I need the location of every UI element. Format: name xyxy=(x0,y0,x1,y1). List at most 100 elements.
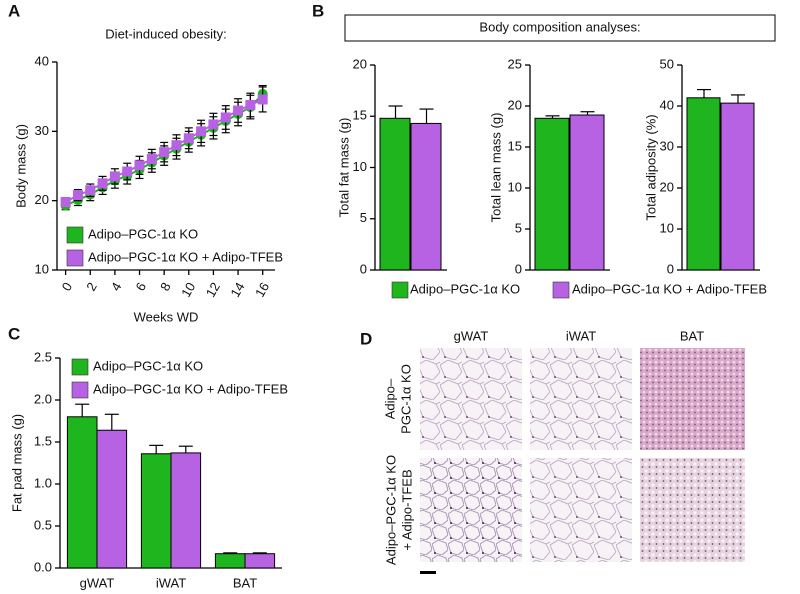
marker xyxy=(72,190,83,201)
marker xyxy=(233,105,244,116)
x-tick-label: 12 xyxy=(203,280,223,300)
marker xyxy=(97,178,108,189)
x-tick-label: iWAT xyxy=(156,575,186,590)
y-axis-label: Total fat mass (g) xyxy=(336,118,351,218)
y-tick-label: 1.5 xyxy=(34,433,52,448)
bar xyxy=(214,553,246,569)
bar xyxy=(244,553,276,569)
marker xyxy=(257,94,268,105)
bar xyxy=(410,122,442,271)
histology-image xyxy=(420,348,522,450)
y-axis-label: Total adiposity (%) xyxy=(643,114,658,220)
marker xyxy=(196,126,207,137)
y-axis-label: Fat pad mass (g) xyxy=(9,414,24,512)
y-tick-label: 50 xyxy=(660,56,674,71)
legend-label: Adipo–PGC-1α KO xyxy=(88,226,198,241)
y-tick-label: 10 xyxy=(508,179,522,194)
marker xyxy=(220,112,231,123)
scale-bar xyxy=(420,571,436,574)
column-label: gWAT xyxy=(454,328,489,343)
y-tick-label: 1.0 xyxy=(34,475,52,490)
legend-swatch xyxy=(66,226,84,244)
y-tick-label: 0.5 xyxy=(34,517,52,532)
panel-label: C xyxy=(8,324,20,343)
marker xyxy=(208,119,219,130)
y-tick-label: 0 xyxy=(360,261,367,276)
legend-label: Adipo–PGC-1α KO + Adipo-TFEB xyxy=(93,381,288,396)
x-tick-label: 6 xyxy=(132,280,149,294)
y-tick-label: 0 xyxy=(515,261,522,276)
histology-image xyxy=(640,348,745,450)
x-tick-label: 2 xyxy=(83,280,100,294)
panel-label: B xyxy=(312,1,324,20)
bar xyxy=(96,429,128,569)
y-tick-label: 10 xyxy=(660,220,674,235)
header-box xyxy=(344,14,776,42)
y-tick-label: 15 xyxy=(353,108,367,123)
y-tick-label: 2.0 xyxy=(34,391,52,406)
bar xyxy=(66,416,98,569)
bar xyxy=(170,452,202,569)
histology-image xyxy=(530,348,632,450)
panel-label: D xyxy=(360,329,372,348)
x-tick-label: 16 xyxy=(252,280,272,300)
y-tick-label: 0 xyxy=(667,261,674,276)
bar xyxy=(534,117,570,271)
x-tick-label: 14 xyxy=(227,280,247,300)
row-label: PGC-1α KO xyxy=(398,364,413,434)
marker xyxy=(159,147,170,158)
legend-label: Adipo–PGC-1α KO + Adipo-TFEB xyxy=(88,249,283,264)
bar xyxy=(686,97,721,271)
y-tick-label: 5 xyxy=(360,210,367,225)
y-tick-label: 30 xyxy=(660,138,674,153)
x-tick-label: 4 xyxy=(108,280,125,294)
legend-swatch xyxy=(66,249,84,267)
x-tick-label: 8 xyxy=(157,280,174,294)
legend-swatch xyxy=(71,381,89,399)
row-label: Adipo–PGC-1α KO xyxy=(383,455,398,565)
y-tick-label: 40 xyxy=(35,53,49,68)
y-tick-label: 30 xyxy=(35,123,49,138)
marker xyxy=(146,154,157,165)
bar xyxy=(379,117,411,271)
marker xyxy=(183,133,194,144)
legend-swatch xyxy=(71,358,89,376)
y-axis-label: Total lean mass (g) xyxy=(488,113,503,223)
y-tick-label: 20 xyxy=(35,192,49,207)
x-tick-label: BAT xyxy=(233,575,257,590)
panel-b-title: Body composition analyses: xyxy=(479,19,640,34)
legend-swatch xyxy=(552,281,570,299)
marker xyxy=(122,166,133,177)
column-label: BAT xyxy=(680,328,704,343)
y-tick-label: 20 xyxy=(660,179,674,194)
histology-image xyxy=(640,458,745,562)
x-axis-label: Weeks WD xyxy=(134,309,199,324)
y-tick-label: 15 xyxy=(508,138,522,153)
x-tick-label: 10 xyxy=(178,280,198,300)
histology-image xyxy=(420,458,522,562)
row-label: Adipo– xyxy=(382,378,397,419)
marker xyxy=(85,185,96,196)
y-tick-label: 0.0 xyxy=(34,559,52,574)
legend-label: Adipo–PGC-1α KO xyxy=(93,358,203,373)
y-tick-label: 20 xyxy=(508,97,522,112)
bar xyxy=(720,102,755,271)
row-label: + Adipo-TFEB xyxy=(399,469,414,550)
histology-image xyxy=(530,458,632,562)
y-tick-label: 25 xyxy=(508,56,522,71)
y-tick-label: 10 xyxy=(353,159,367,174)
legend-label: Adipo–PGC-1α KO + Adipo-TFEB xyxy=(572,281,767,296)
marker xyxy=(109,171,120,182)
marker xyxy=(245,99,256,110)
x-tick-label: gWAT xyxy=(80,575,115,590)
x-tick-label: 0 xyxy=(59,280,76,294)
y-axis-label: Body mass (g) xyxy=(13,124,28,208)
marker xyxy=(60,197,71,208)
bar xyxy=(140,453,172,569)
column-label: iWAT xyxy=(566,328,596,343)
legend-label: Adipo–PGC-1α KO xyxy=(410,281,520,296)
panel-label: A xyxy=(8,1,20,20)
marker xyxy=(171,140,182,151)
chart-title: Diet-induced obesity: xyxy=(105,26,226,41)
